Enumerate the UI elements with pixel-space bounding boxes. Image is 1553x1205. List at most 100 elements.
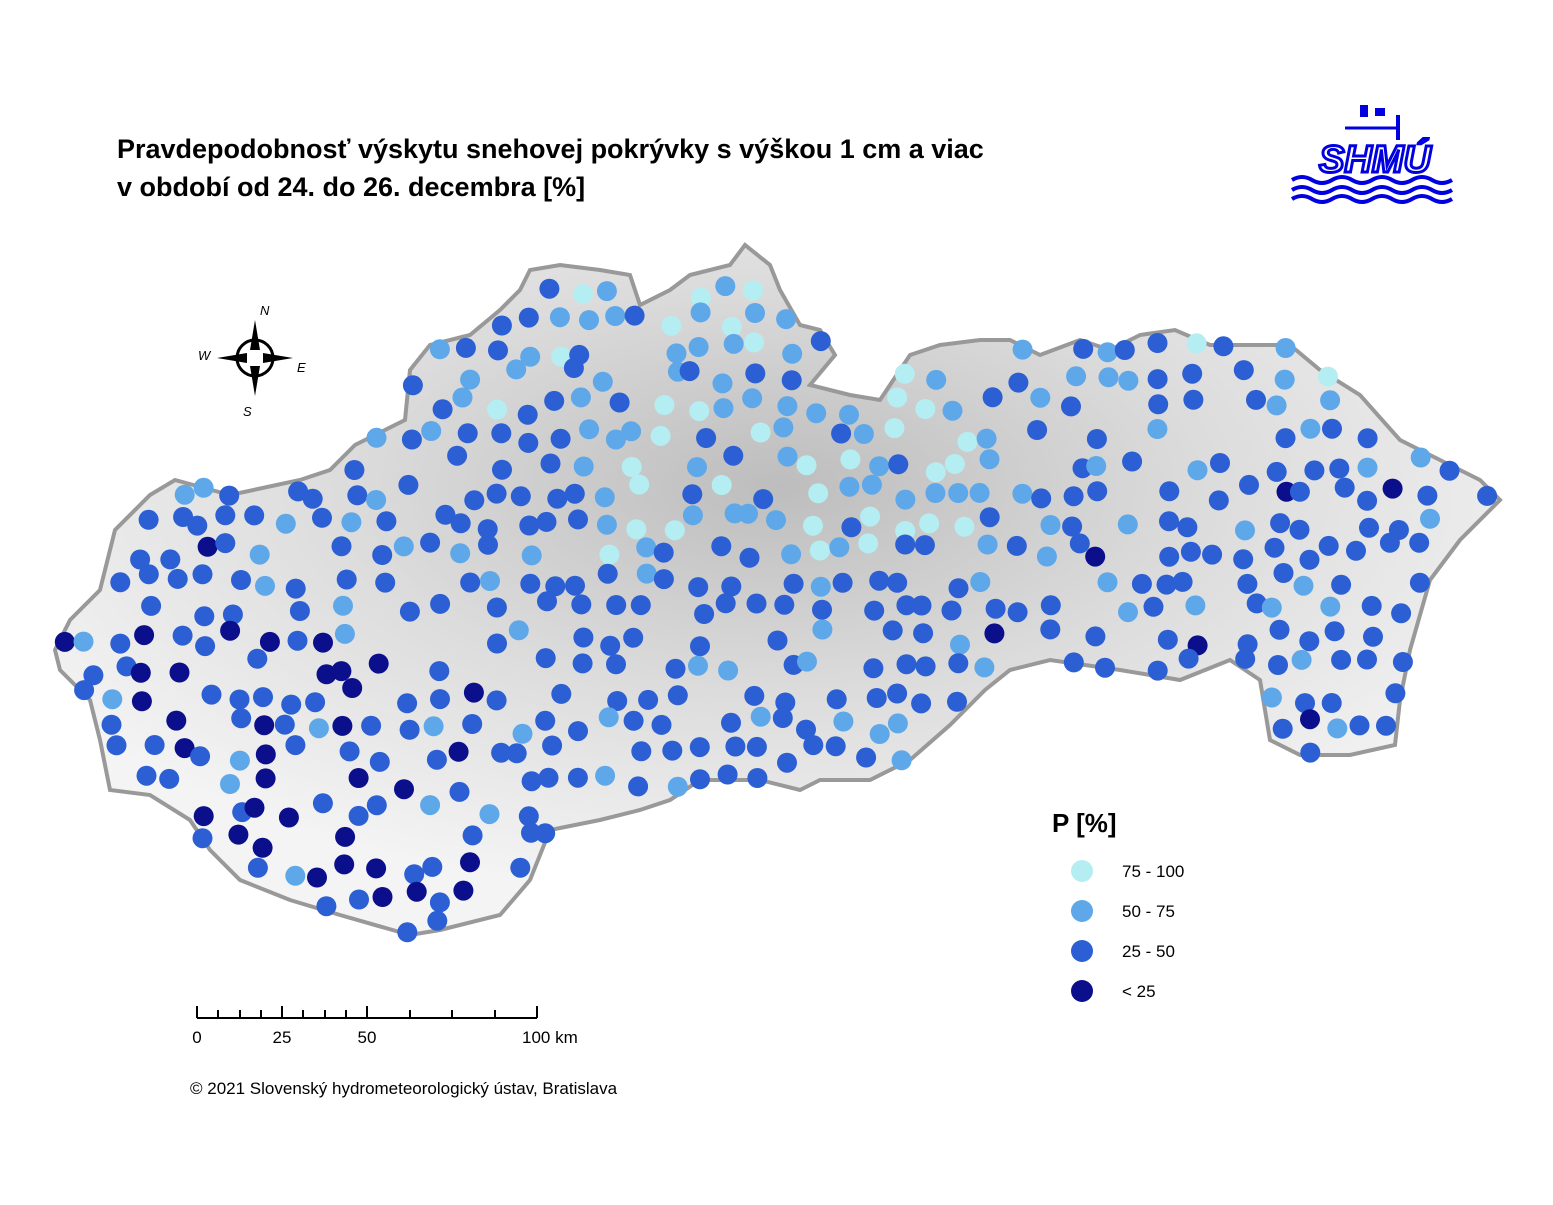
station [950,634,970,655]
station [777,752,797,773]
compass: N W E S [198,303,306,419]
station [1159,546,1180,567]
station [520,346,541,367]
station [1040,595,1061,616]
station [1359,517,1379,538]
station [491,742,512,763]
station [166,710,187,731]
station [1327,718,1348,739]
station [1178,648,1199,669]
station [487,399,508,420]
station [429,339,450,360]
station [568,509,588,530]
station [422,856,443,877]
copyright: © 2021 Slovenský hydrometeorologický úst… [190,1079,618,1098]
station [1006,535,1027,556]
station [1246,389,1266,410]
station [551,683,572,704]
station [1363,626,1383,647]
station [1439,460,1460,481]
station [689,401,710,422]
station [536,511,557,532]
scale-label: 100 km [522,1028,578,1047]
station [915,399,936,419]
station [254,715,275,736]
station [1289,481,1310,502]
station [1322,418,1342,439]
station [334,854,355,875]
station [563,358,584,378]
station [1097,572,1118,593]
station [255,575,275,596]
station [636,563,657,584]
station [519,515,540,536]
station [969,482,990,503]
station [491,423,512,444]
station [545,576,566,597]
station [806,403,827,424]
station [1291,649,1312,670]
station [372,545,393,565]
station [688,655,708,676]
station [521,771,542,792]
station [1007,602,1028,623]
station [894,363,915,384]
station [510,857,531,878]
station [915,656,936,677]
station [694,604,715,624]
station [1300,742,1321,763]
station [1324,621,1345,642]
station [1272,718,1293,739]
station [839,476,860,497]
station [1233,360,1254,381]
station [169,662,190,683]
station [810,331,831,352]
station [869,456,890,477]
station [664,520,685,541]
station [1069,533,1090,554]
station [947,691,967,712]
legend-swatch [1071,860,1093,882]
station [141,595,162,616]
station [891,750,912,771]
station [1334,477,1355,498]
station [1357,428,1378,449]
station [773,417,794,438]
station [895,534,916,555]
station [636,537,657,558]
station [215,533,236,554]
station [690,769,710,790]
legend-label: 50 - 75 [1122,902,1175,921]
station [919,513,940,534]
station [573,284,593,305]
station [1118,602,1138,623]
legend: P [%] 75 - 100 50 - 75 25 - 50 < 25 [1052,808,1184,1002]
station [887,683,908,704]
station [1264,537,1285,558]
station [1097,342,1118,363]
station [887,572,908,593]
station [110,633,131,654]
station [220,620,241,641]
station [1233,549,1254,570]
station [977,534,998,555]
station [742,388,763,409]
station [623,627,644,648]
station [550,428,571,449]
station [979,449,1000,470]
station [565,575,585,596]
station [1385,683,1406,704]
station [573,627,594,648]
station [833,711,854,732]
station [1409,572,1430,593]
title-line: Pravdepodobnosť výskytu snehovej pokrývk… [117,134,984,164]
station [397,693,418,714]
station [339,741,360,762]
station [1086,429,1107,449]
station [654,395,675,415]
station [607,691,628,711]
station [130,549,151,570]
station [579,310,599,331]
station [1266,461,1287,482]
station [540,453,561,474]
